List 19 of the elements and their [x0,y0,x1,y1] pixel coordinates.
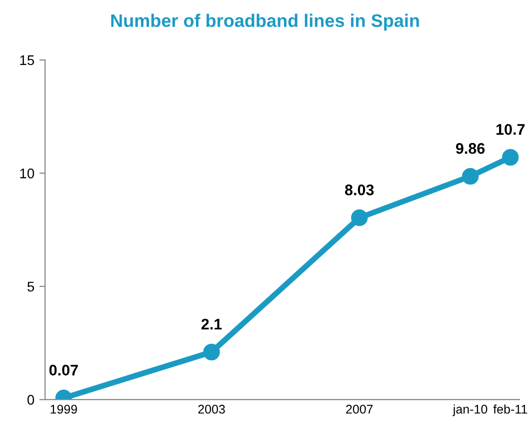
point [351,209,368,226]
data-label: 10.7 [496,124,525,135]
y-tick-label: 0 [27,394,34,405]
y-tick-label: 5 [27,282,34,292]
y-tick-label: 10 [20,168,34,178]
x-tick-label: jan-10 [452,404,488,416]
point [462,168,479,185]
x-tick-label: 1999 [50,404,77,414]
data-label: 9.86 [456,143,485,154]
data-label: 2.1 [201,318,222,330]
x-tick-label: 2003 [198,404,225,414]
x-tick-label: 2007 [346,404,373,414]
point [502,148,519,166]
x-tick-label: feb-11 [493,404,528,414]
chart-title: Number of broadband lines in Spain [111,14,419,31]
y-tick-label: 15 [20,55,34,66]
data-label: 8.03 [345,184,374,196]
point [203,344,220,360]
data-label: 0.07 [49,364,78,376]
